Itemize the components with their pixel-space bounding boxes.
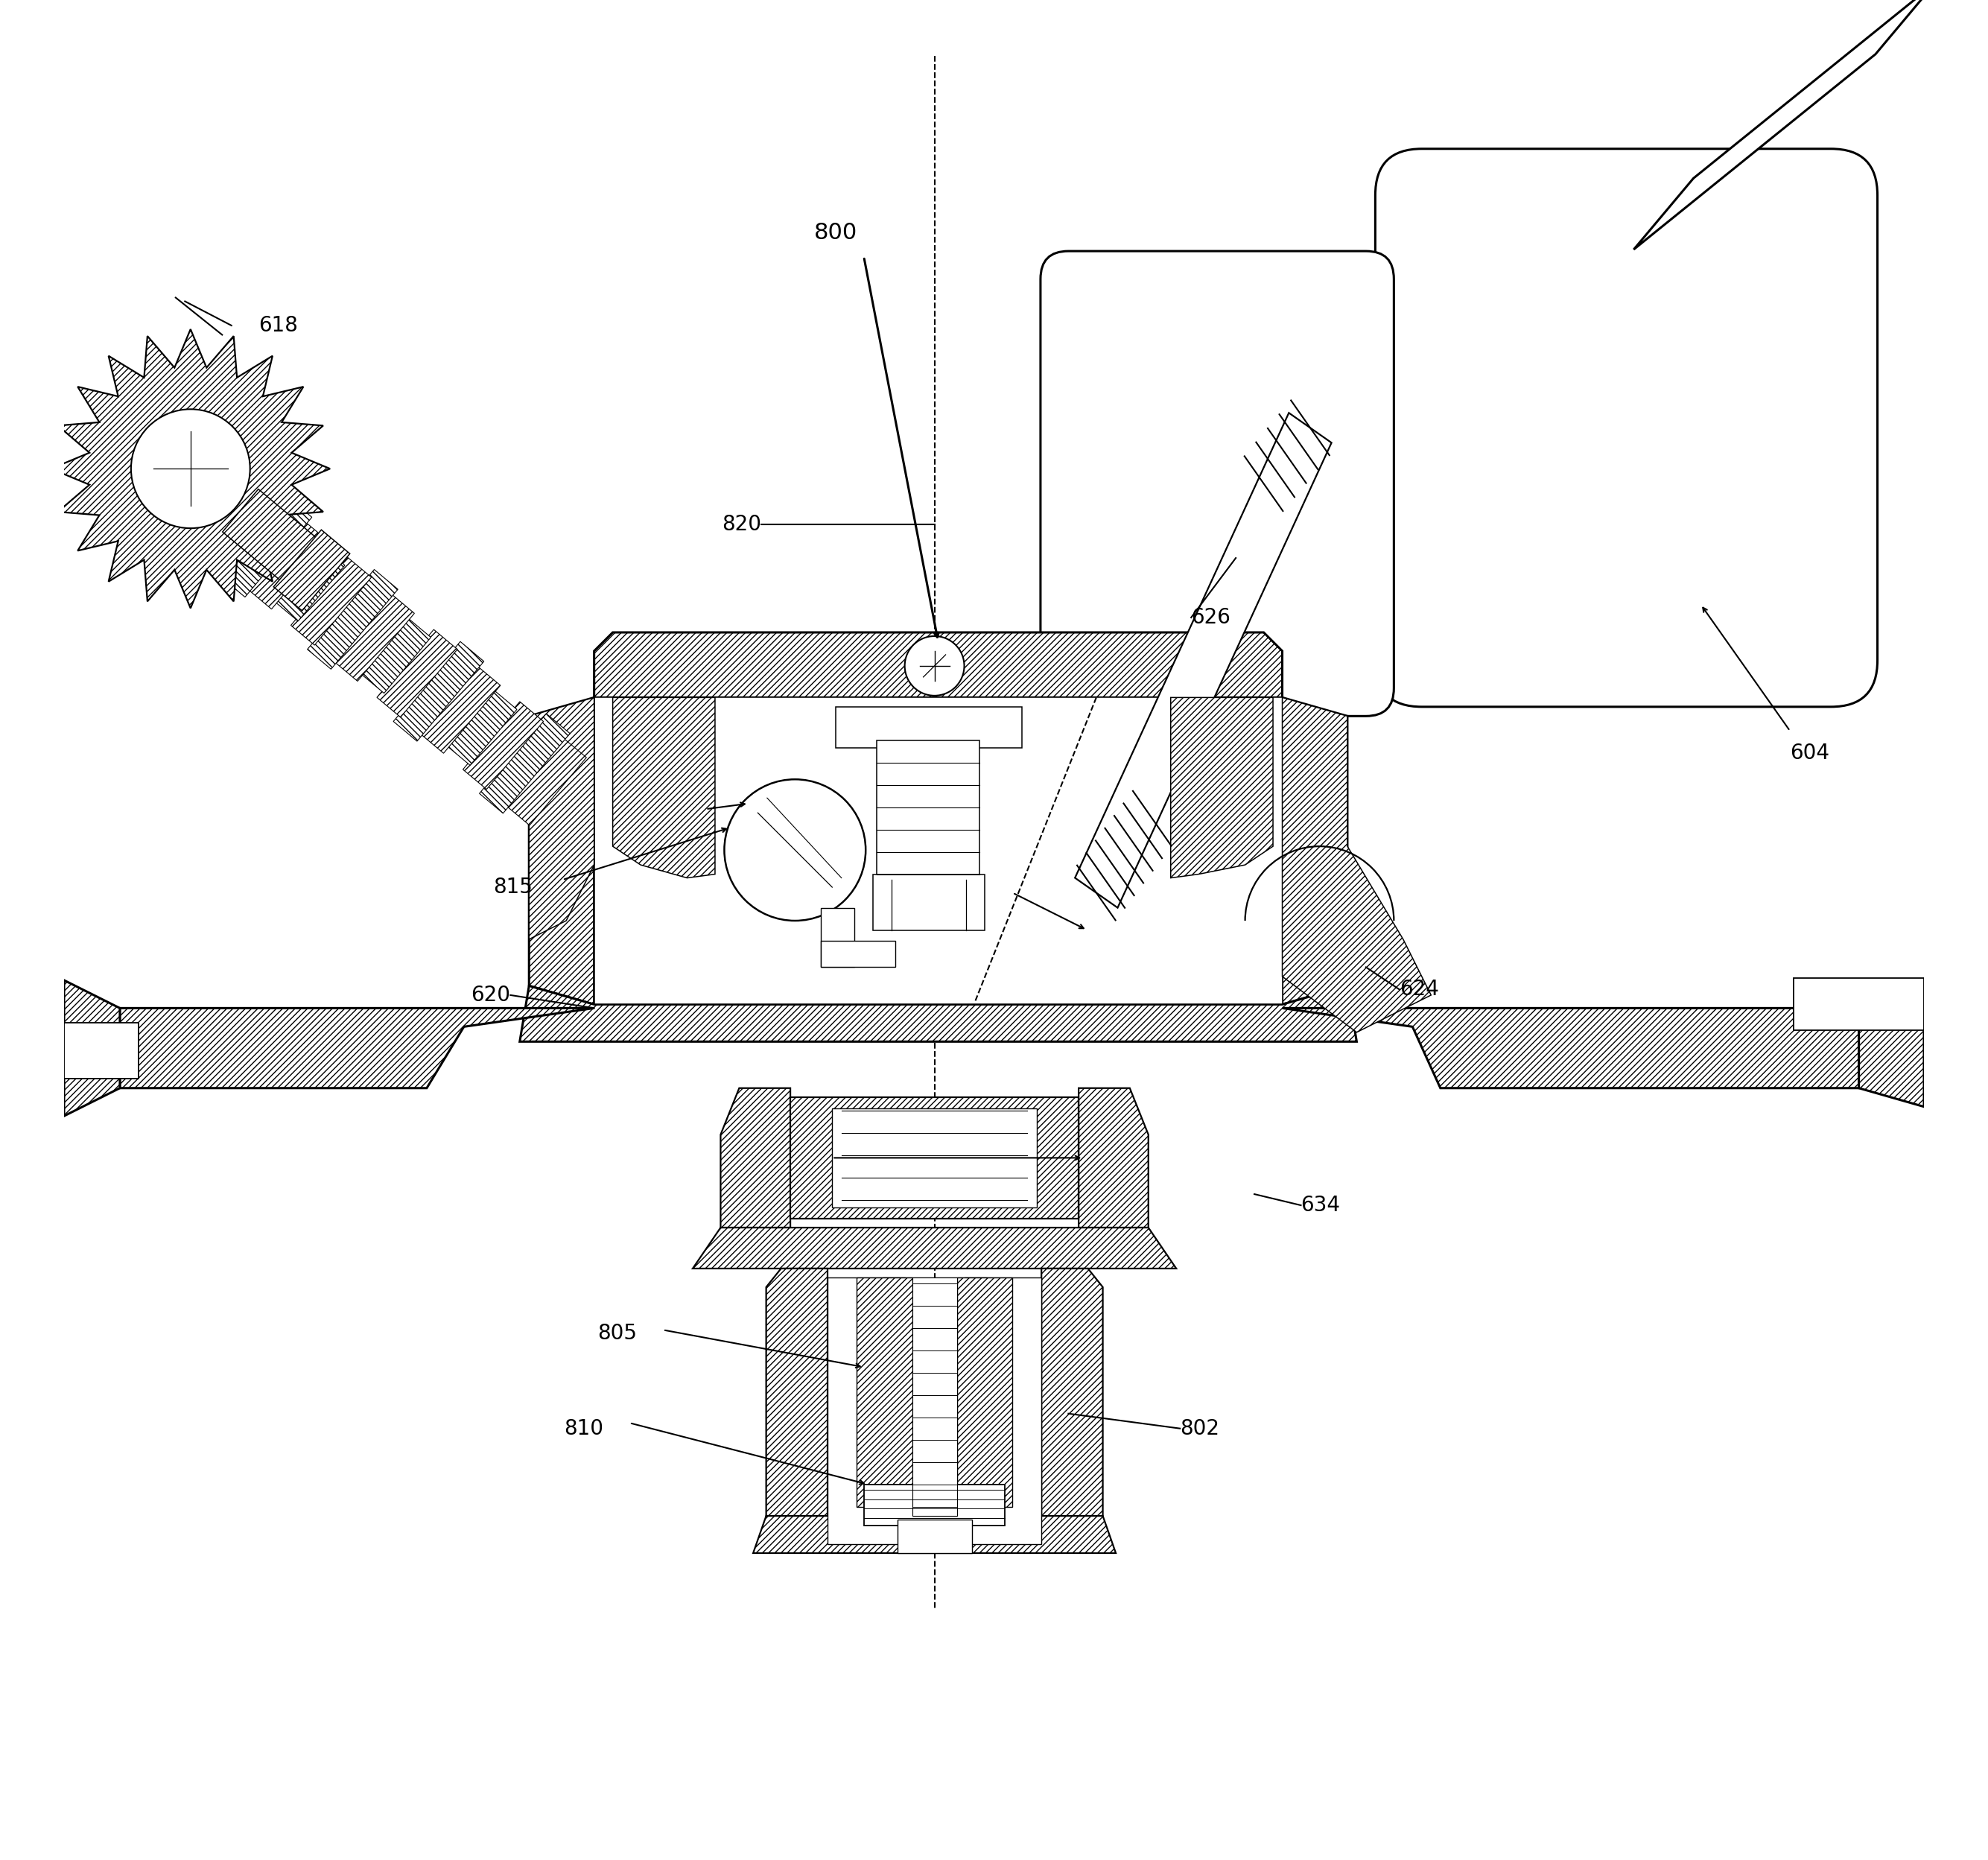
Text: 634: 634 xyxy=(1300,1194,1340,1216)
Bar xyxy=(912,1278,956,1516)
Polygon shape xyxy=(612,698,716,878)
Polygon shape xyxy=(378,629,457,718)
Text: 620: 620 xyxy=(471,984,511,1006)
Polygon shape xyxy=(1076,413,1332,908)
Polygon shape xyxy=(1282,698,1348,1004)
Polygon shape xyxy=(394,642,483,742)
Polygon shape xyxy=(1282,1008,1859,1088)
Polygon shape xyxy=(419,666,501,753)
Bar xyxy=(1793,978,1924,1030)
FancyBboxPatch shape xyxy=(1376,149,1877,707)
Polygon shape xyxy=(119,1008,594,1088)
Bar xyxy=(827,1278,1042,1544)
Polygon shape xyxy=(1042,1269,1103,1516)
Polygon shape xyxy=(221,497,312,597)
Polygon shape xyxy=(64,980,119,1116)
Polygon shape xyxy=(249,521,328,608)
Text: 626: 626 xyxy=(1191,606,1231,629)
Polygon shape xyxy=(529,698,594,939)
Polygon shape xyxy=(883,1278,905,1488)
Bar xyxy=(594,698,1282,1004)
Polygon shape xyxy=(765,1269,827,1516)
Polygon shape xyxy=(360,618,431,694)
Polygon shape xyxy=(308,569,398,670)
Polygon shape xyxy=(1634,0,1934,249)
Circle shape xyxy=(724,779,865,921)
Text: 618: 618 xyxy=(258,314,298,337)
Bar xyxy=(865,1484,1006,1525)
Polygon shape xyxy=(1171,698,1272,878)
Bar xyxy=(835,707,1022,748)
Bar xyxy=(821,941,895,967)
Bar xyxy=(821,908,855,967)
Polygon shape xyxy=(189,472,258,549)
Bar xyxy=(833,1109,1038,1207)
Polygon shape xyxy=(479,714,571,813)
Polygon shape xyxy=(334,593,414,681)
Polygon shape xyxy=(964,1278,986,1488)
Bar xyxy=(64,1023,139,1079)
Polygon shape xyxy=(1079,1088,1149,1228)
Polygon shape xyxy=(529,698,594,1004)
Bar xyxy=(877,740,980,880)
Polygon shape xyxy=(692,1228,1177,1269)
Polygon shape xyxy=(956,1278,1012,1507)
Polygon shape xyxy=(519,986,1356,1042)
Polygon shape xyxy=(505,738,586,826)
Polygon shape xyxy=(223,489,322,586)
Text: 802: 802 xyxy=(1181,1417,1219,1440)
Circle shape xyxy=(131,409,250,528)
Text: 805: 805 xyxy=(598,1322,636,1345)
Polygon shape xyxy=(791,1097,1079,1218)
Text: 604: 604 xyxy=(1789,742,1829,764)
Polygon shape xyxy=(753,1516,1115,1553)
Polygon shape xyxy=(1282,698,1431,1032)
Text: 815: 815 xyxy=(493,876,533,898)
Text: 800: 800 xyxy=(815,221,857,244)
Circle shape xyxy=(905,636,964,696)
Text: 810: 810 xyxy=(565,1417,604,1440)
Polygon shape xyxy=(447,690,517,764)
FancyBboxPatch shape xyxy=(1040,251,1394,716)
Polygon shape xyxy=(205,485,286,573)
Polygon shape xyxy=(594,632,1282,698)
Polygon shape xyxy=(290,558,372,645)
Text: 624: 624 xyxy=(1400,978,1439,1001)
Polygon shape xyxy=(274,530,350,610)
Polygon shape xyxy=(720,1088,791,1228)
Polygon shape xyxy=(274,545,344,621)
Polygon shape xyxy=(857,1278,912,1507)
Polygon shape xyxy=(463,701,543,789)
Polygon shape xyxy=(1859,990,1924,1107)
Text: 820: 820 xyxy=(722,513,761,536)
Polygon shape xyxy=(52,329,330,608)
Bar xyxy=(897,1520,972,1553)
Bar xyxy=(873,874,984,930)
